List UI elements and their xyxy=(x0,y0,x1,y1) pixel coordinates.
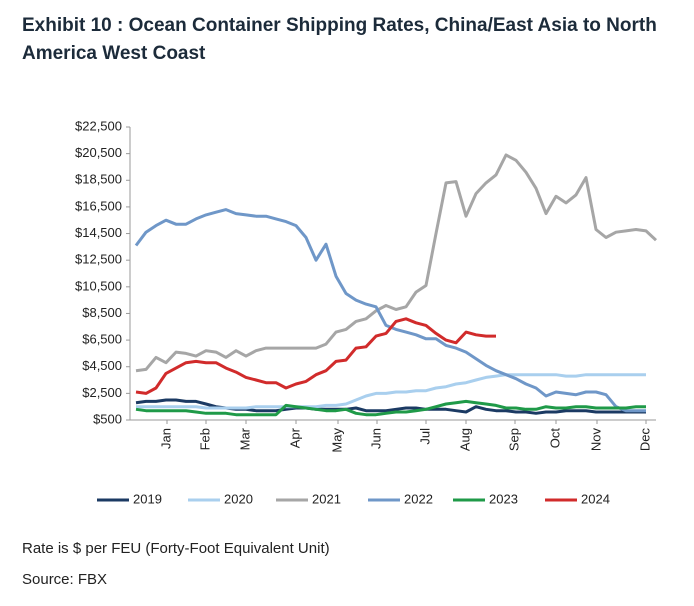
x-tick-label: Feb xyxy=(197,428,212,450)
legend-label: 2019 xyxy=(133,491,162,506)
chart-title: Exhibit 10 : Ocean Container Shipping Ra… xyxy=(22,15,657,64)
y-tick-label: $2,500 xyxy=(82,385,122,400)
y-tick-label: $4,500 xyxy=(82,358,122,373)
y-tick-label: $20,500 xyxy=(75,145,122,160)
x-tick-label: Jan xyxy=(158,428,173,449)
y-tick-label: $22,500 xyxy=(75,118,122,133)
y-tick-label: $14,500 xyxy=(75,225,122,240)
x-tick-label: Dec xyxy=(637,428,652,452)
y-tick-label: $8,500 xyxy=(82,305,122,320)
y-tick-label: $12,500 xyxy=(75,252,122,267)
note: Rate is $ per FEU (Forty-Foot Equivalent… xyxy=(22,540,330,557)
legend-label: 2024 xyxy=(581,491,610,506)
legend-label: 2021 xyxy=(312,491,341,506)
y-tick-label: $6,500 xyxy=(82,332,122,347)
y-tick-label: $10,500 xyxy=(75,278,122,293)
x-tick-label: May xyxy=(329,428,344,453)
legend-label: 2022 xyxy=(404,491,433,506)
x-tick-label: Aug xyxy=(457,428,472,451)
source: Source: FBX xyxy=(22,571,107,588)
x-tick-label: Apr xyxy=(287,427,302,448)
x-tick-label: Mar xyxy=(237,427,252,450)
series-line xyxy=(135,399,646,417)
x-tick-label: Nov xyxy=(588,428,603,452)
y-tick-label: $16,500 xyxy=(75,198,122,213)
x-tick-label: Jun xyxy=(368,428,383,449)
legend-label: 2023 xyxy=(489,491,518,506)
x-tick-label: Jul xyxy=(417,428,432,445)
x-tick-label: Oct xyxy=(547,428,562,449)
series-line xyxy=(135,153,658,373)
x-tick-label: Sep xyxy=(506,428,521,451)
series-line xyxy=(135,317,496,395)
y-tick-label: $500 xyxy=(93,411,122,426)
series-line xyxy=(134,208,646,413)
legend-label: 2020 xyxy=(224,491,253,506)
series-line xyxy=(136,373,646,410)
y-tick-label: $18,500 xyxy=(75,172,122,187)
